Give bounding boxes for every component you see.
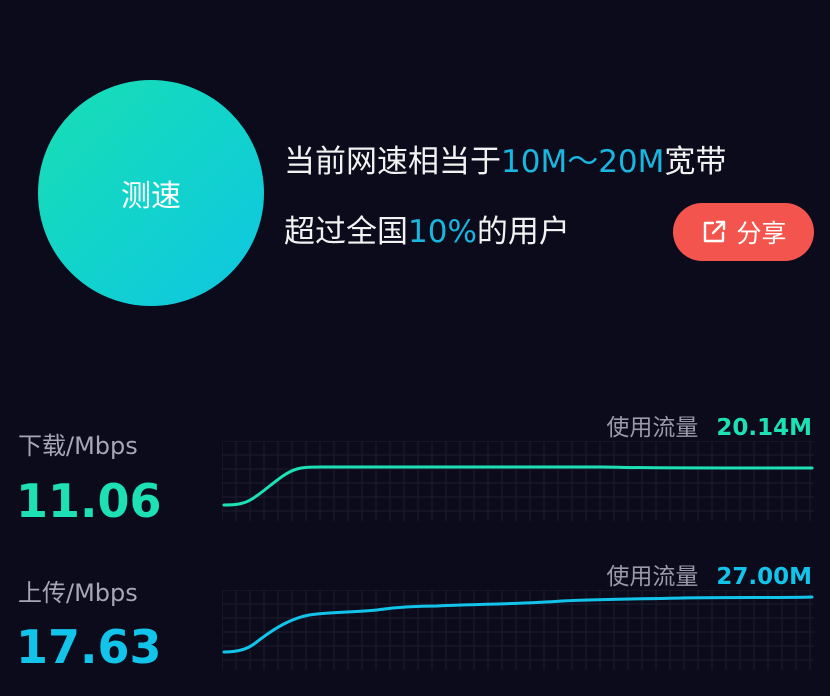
- bandwidth-summary: 当前网速相当于10M～20M宽带: [284, 136, 726, 181]
- download-usage: 使用流量 20.14M: [606, 408, 812, 442]
- upload-speed-value: 17.63: [16, 620, 162, 674]
- ranking-summary: 超过全国10%的用户: [284, 206, 570, 251]
- ranking-suffix: 的用户: [476, 214, 570, 250]
- share-button-label: 分享: [736, 219, 787, 248]
- download-label: 下载/Mbps: [18, 432, 138, 460]
- bandwidth-suffix: 宽带: [664, 144, 727, 180]
- download-usage-value: 20.14M: [716, 415, 812, 441]
- ranking-prefix: 超过全国: [284, 214, 408, 250]
- upload-speed-graph: [222, 590, 814, 670]
- upload-label: 上传/Mbps: [18, 579, 138, 607]
- upload-speed-line: [222, 595, 814, 654]
- share-button[interactable]: 分享: [673, 203, 814, 261]
- download-usage-label: 使用流量: [606, 415, 699, 441]
- speed-test-button[interactable]: 测速: [38, 80, 264, 306]
- download-graph-grid: [222, 441, 814, 521]
- download-speed-line: [222, 465, 814, 507]
- speed-test-button-label: 测速: [121, 179, 181, 214]
- upload-usage-value: 27.00M: [716, 564, 812, 590]
- download-speed-value: 11.06: [16, 474, 162, 528]
- ranking-percent: 10%: [408, 214, 477, 250]
- download-speed-graph: [222, 441, 814, 521]
- upload-usage-label: 使用流量: [606, 564, 699, 590]
- upload-usage: 使用流量 27.00M: [606, 557, 812, 591]
- bandwidth-range: 10M～20M: [501, 144, 665, 180]
- share-icon: [700, 218, 728, 246]
- bandwidth-prefix: 当前网速相当于: [284, 144, 501, 180]
- upload-graph-grid: [222, 590, 814, 670]
